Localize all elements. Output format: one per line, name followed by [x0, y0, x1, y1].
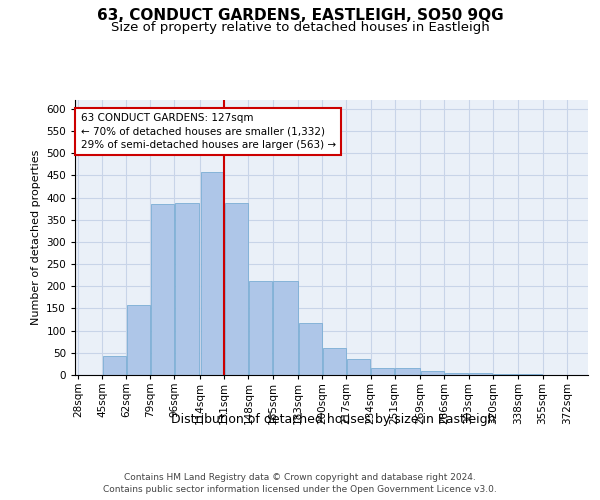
Text: 63, CONDUCT GARDENS, EASTLEIGH, SO50 9QG: 63, CONDUCT GARDENS, EASTLEIGH, SO50 9QG [97, 8, 503, 22]
Bar [225, 203, 248, 375]
Bar [347, 360, 370, 375]
Text: Distribution of detached houses by size in Eastleigh: Distribution of detached houses by size … [171, 412, 495, 426]
Bar [421, 372, 444, 375]
Text: Contains HM Land Registry data © Crown copyright and database right 2024.: Contains HM Land Registry data © Crown c… [124, 472, 476, 482]
Y-axis label: Number of detached properties: Number of detached properties [31, 150, 41, 325]
Bar [323, 348, 346, 375]
Bar [151, 204, 174, 375]
Text: Size of property relative to detached houses in Eastleigh: Size of property relative to detached ho… [110, 21, 490, 34]
Bar [445, 373, 468, 375]
Bar [200, 172, 224, 375]
Bar [493, 374, 518, 375]
Bar [395, 368, 420, 375]
Text: 63 CONDUCT GARDENS: 127sqm
← 70% of detached houses are smaller (1,332)
29% of s: 63 CONDUCT GARDENS: 127sqm ← 70% of deta… [80, 114, 336, 150]
Bar [175, 204, 199, 375]
Bar [519, 374, 542, 375]
Bar [103, 356, 125, 375]
Bar [249, 280, 272, 375]
Bar [469, 373, 492, 375]
Text: Contains public sector information licensed under the Open Government Licence v3: Contains public sector information licen… [103, 485, 497, 494]
Bar [273, 280, 298, 375]
Bar [371, 368, 394, 375]
Bar [127, 306, 150, 375]
Bar [299, 322, 322, 375]
